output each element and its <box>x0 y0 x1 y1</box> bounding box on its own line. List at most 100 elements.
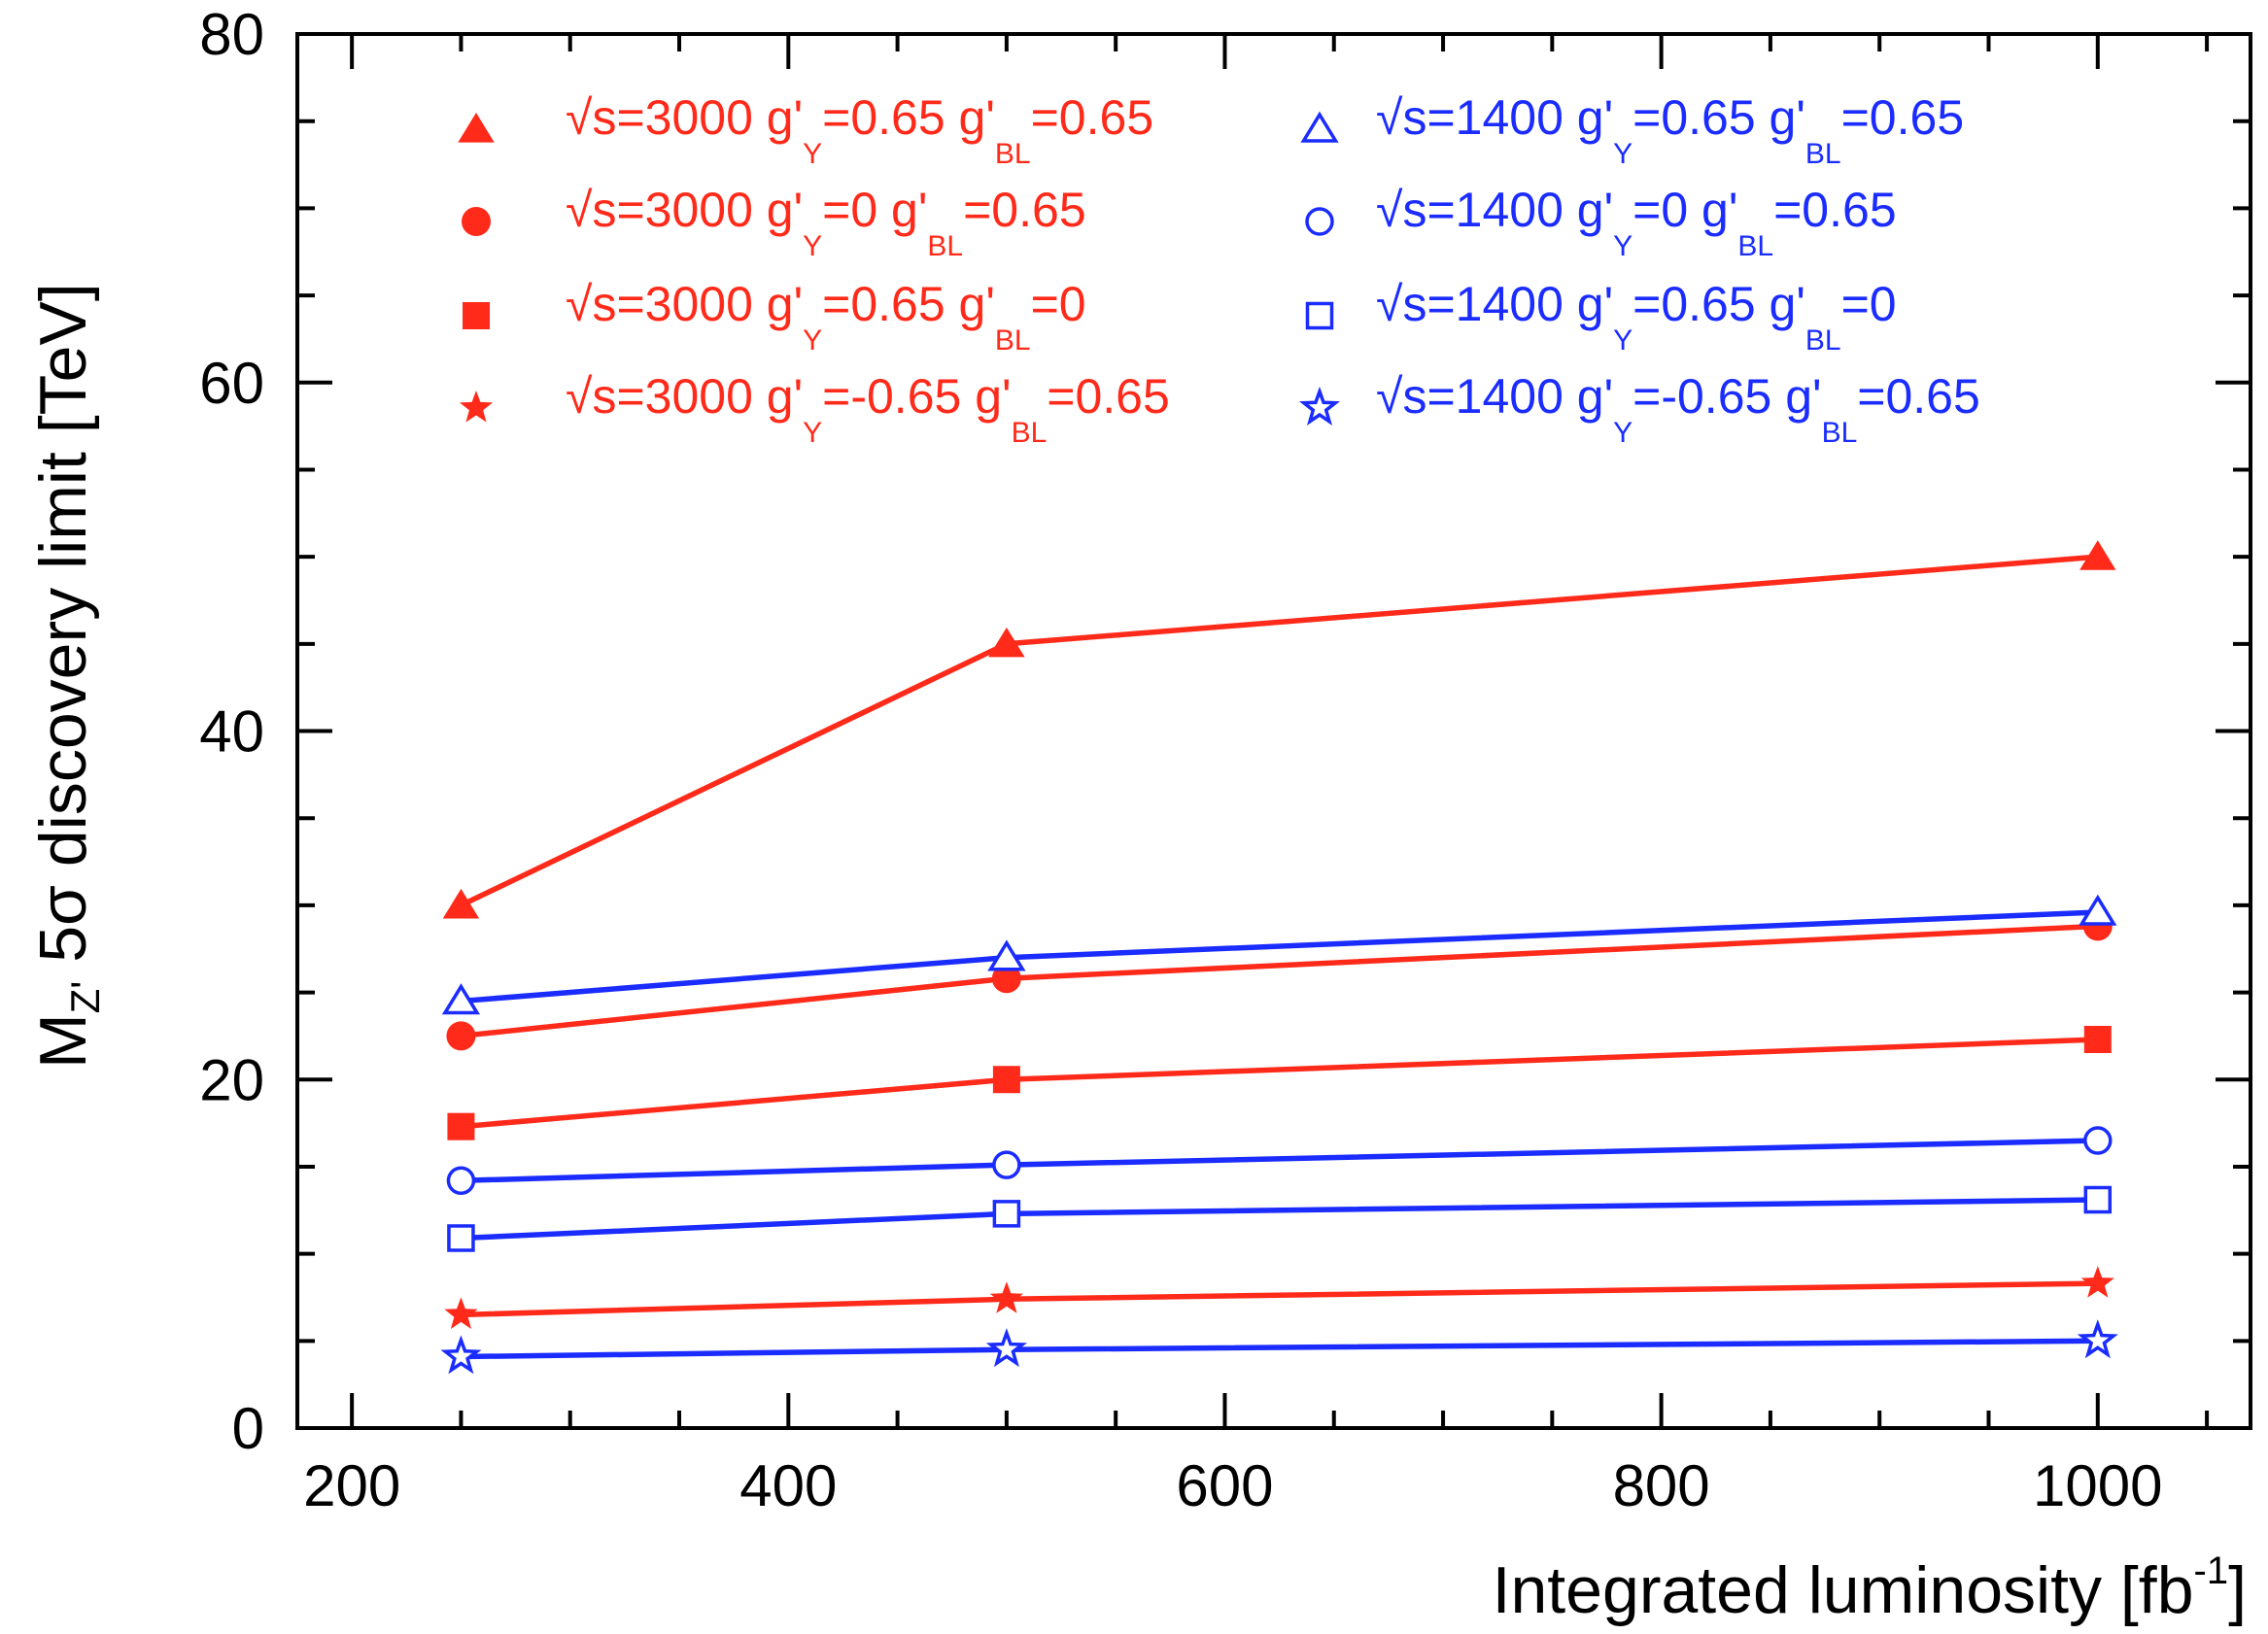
legend-subscript: BL <box>1805 138 1841 170</box>
legend-entry-7: √s=1400 g'Y=0.65 g'BL=0 <box>1376 277 1897 357</box>
data-point-s6-1 <box>446 1166 476 1196</box>
series-line-8 <box>461 1338 2098 1360</box>
legend-entry-3: √s=3000 g'Y=0.65 g'BL=0 <box>566 277 1086 357</box>
legend-entry-4: √s=3000 g'Y=-0.65 g'BL=0.65 <box>566 369 1170 449</box>
data-point-s8-3 <box>2077 1319 2118 1359</box>
legend-text: =0.65 <box>1857 369 1980 424</box>
series-line-1 <box>460 554 2099 908</box>
x-tick-label: 1000 <box>2033 1453 2162 1518</box>
x-tick-label: 600 <box>1176 1453 1273 1518</box>
series-line-6 <box>461 1138 2098 1184</box>
legend-text: =0.65 <box>1047 369 1170 424</box>
data-point-s7-2 <box>992 1200 1021 1228</box>
legend-text: =0 g' <box>1632 183 1737 237</box>
legend-marker-6 <box>1305 207 1334 236</box>
legend-entry-8: √s=1400 g'Y=-0.65 g'BL=0.65 <box>1376 369 1980 449</box>
legend-text: √s=1400 g' <box>1376 277 1613 331</box>
legend-subscript: Y <box>1613 230 1632 262</box>
y-tick-label: 80 <box>199 2 264 67</box>
legend-text: =0.65 <box>963 183 1086 237</box>
legend-marker-8 <box>1298 386 1341 426</box>
series-line-5 <box>461 909 2098 1004</box>
legend-text: √s=1400 g' <box>1376 369 1613 424</box>
data-point-s8-1 <box>440 1335 482 1375</box>
legend-subscript: Y <box>1613 324 1632 357</box>
legend-subscript: BL <box>1805 324 1841 357</box>
data-point-s8-2 <box>985 1328 1028 1368</box>
legend-entry-1: √s=3000 g'Y=0.65 g'BL=0.65 <box>566 90 1153 170</box>
legend-text: =0 g' <box>822 183 927 237</box>
legend-subscript: BL <box>1737 230 1773 262</box>
data-point-s1-1 <box>442 888 480 919</box>
legend-text: =0.65 g' <box>822 90 995 145</box>
legend-text: √s=1400 g' <box>1376 183 1613 237</box>
data-point-s3-2 <box>992 1066 1020 1094</box>
legend-marker-5 <box>1300 111 1339 143</box>
axes: 200 400 600 800 1000 0 20 40 60 80 <box>199 2 2252 1518</box>
legend-text: =0.65 g' <box>1632 277 1805 331</box>
x-tick-label: 200 <box>303 1453 400 1518</box>
plot-area <box>440 540 2118 1375</box>
legend-text: =0.65 <box>1841 90 1965 145</box>
data-point-s2-1 <box>446 1021 476 1051</box>
series-line-3 <box>461 1037 2098 1130</box>
data-point-s5-1 <box>441 983 481 1015</box>
legend-text: √s=3000 g' <box>566 277 803 331</box>
legend-entry-6: √s=1400 g'Y=0 g'BL=0.65 <box>1376 183 1897 262</box>
legend-entry-2: √s=3000 g'Y=0 g'BL=0.65 <box>566 183 1086 262</box>
legend-subscript: BL <box>1012 417 1048 449</box>
legend-text: =-0.65 g' <box>1632 369 1821 424</box>
legend-text: =0 <box>1031 277 1086 331</box>
data-point-s3-3 <box>2083 1025 2112 1053</box>
legend-subscript: BL <box>995 324 1031 357</box>
legend-subscript: Y <box>803 417 822 449</box>
legend-text: =-0.65 g' <box>822 369 1011 424</box>
y-tick-label: 0 <box>232 1396 264 1461</box>
series-line-4 <box>461 1280 2098 1318</box>
legend-text: =0 <box>1841 277 1897 331</box>
legend-marker-4 <box>459 391 494 423</box>
y-tick-label: 60 <box>199 351 264 416</box>
data-point-s6-2 <box>992 1150 1021 1179</box>
data-point-s7-1 <box>447 1224 475 1252</box>
x-axis-label-end: ] <box>2228 1553 2247 1627</box>
legend-marker-7 <box>1305 301 1334 330</box>
data-point-s2-2 <box>991 964 1021 994</box>
data-point-s6-3 <box>2083 1126 2113 1155</box>
y-tick-label: 40 <box>199 699 264 765</box>
x-axis-label-superscript: -1 <box>2194 1549 2229 1592</box>
data-point-s1-2 <box>988 627 1025 658</box>
data-point-s4-1 <box>444 1297 478 1329</box>
data-point-s4-2 <box>989 1281 1023 1313</box>
legend-text: =0.65 <box>1031 90 1154 145</box>
x-tick-label: 400 <box>739 1453 837 1518</box>
data-point-s5-3 <box>2079 894 2117 926</box>
y-tick-label: 20 <box>199 1047 264 1112</box>
y-axis-label-rest: 5σ discovery limit [TeV] <box>26 283 100 980</box>
legend-marker-3 <box>463 302 490 329</box>
legend-subscript: Y <box>803 230 822 262</box>
series-line-7 <box>461 1197 2098 1242</box>
x-tick-label: 800 <box>1613 1453 1710 1518</box>
legend-entry-5: √s=1400 g'Y=0.65 g'BL=0.65 <box>1376 90 1964 170</box>
legend-subscript: BL <box>927 230 963 262</box>
legend-subscript: BL <box>1822 417 1858 449</box>
legend: √s=3000 g'Y=0.65 g'BL=0.65√s=3000 g'Y=0 … <box>458 90 1980 449</box>
legend-subscript: Y <box>803 138 822 170</box>
data-point-s5-2 <box>987 939 1026 971</box>
data-point-s7-3 <box>2083 1185 2113 1214</box>
legend-subscript: BL <box>995 138 1031 170</box>
data-point-s4-3 <box>2080 1266 2114 1298</box>
legend-marker-1 <box>458 113 495 143</box>
legend-marker-2 <box>462 207 491 236</box>
y-axis-label: MZ' 5σ discovery limit [TeV] <box>26 283 108 1069</box>
legend-text: =0.65 g' <box>822 277 995 331</box>
legend-text: √s=3000 g' <box>566 183 803 237</box>
x-axis-label: Integrated luminosity [fb-1] <box>1493 1549 2247 1627</box>
plot-frame <box>295 32 2252 1430</box>
legend-text: =0.65 <box>1773 183 1897 237</box>
legend-text: √s=1400 g' <box>1376 90 1613 145</box>
legend-text: √s=3000 g' <box>566 369 803 424</box>
data-point-s3-1 <box>447 1112 475 1140</box>
